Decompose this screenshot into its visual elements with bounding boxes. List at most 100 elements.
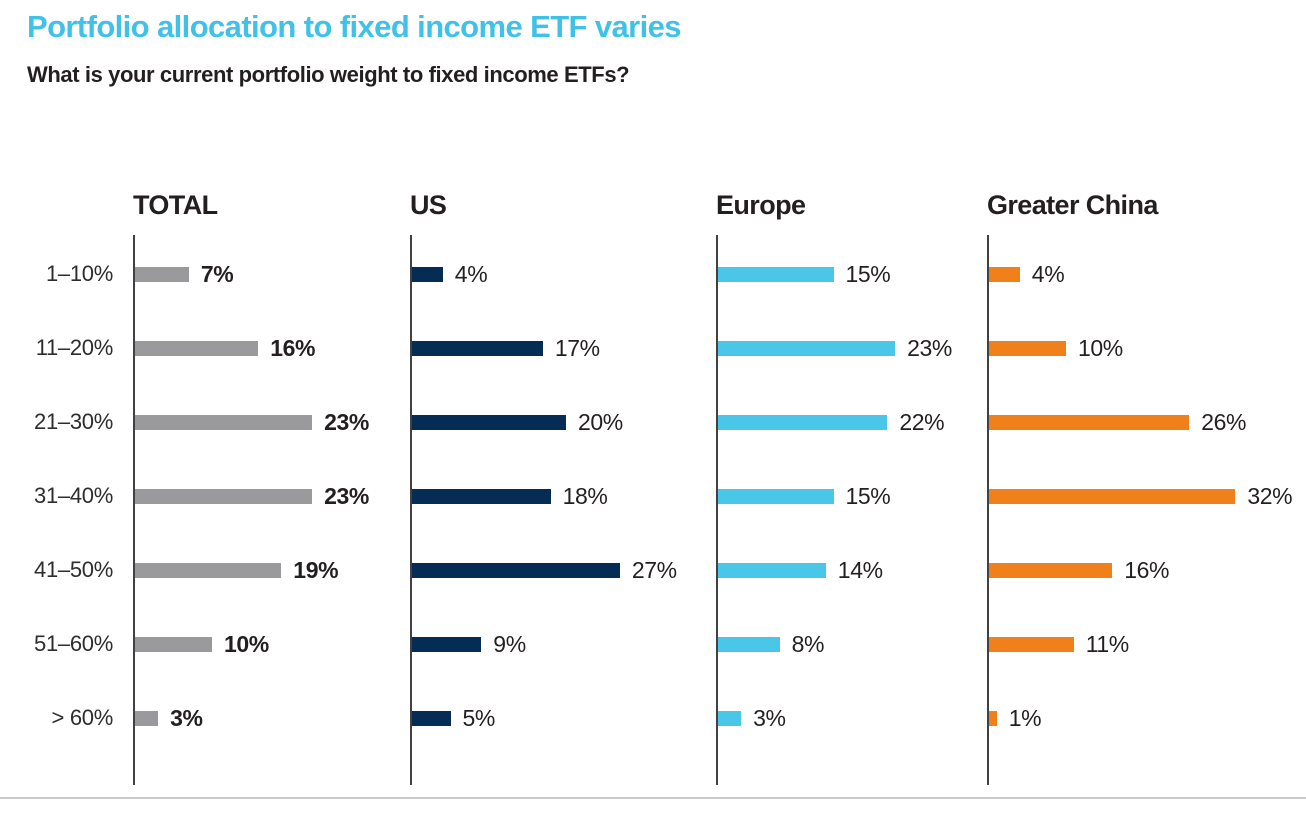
bar-row: 14%: [718, 533, 987, 607]
bar: [135, 266, 189, 282]
bar: [718, 562, 826, 578]
bar-value-label: 1%: [1008, 704, 1042, 731]
bar-value-label: 15%: [845, 260, 891, 287]
category-row: > 60%: [0, 681, 114, 755]
bar-row: 26%: [989, 385, 1306, 459]
chart-question: What is your current portfolio weight to…: [27, 62, 630, 87]
bar-row: 23%: [718, 311, 987, 385]
category-label: 21–30%: [34, 409, 113, 434]
page-title: Portfolio allocation to fixed income ETF…: [27, 9, 682, 44]
bar: [412, 340, 543, 356]
bar: [135, 710, 159, 726]
bar: [412, 710, 451, 726]
bar-row: 18%: [412, 459, 716, 533]
bar: [718, 488, 834, 504]
bar-row: 16%: [135, 311, 410, 385]
bar-row: 10%: [989, 311, 1306, 385]
category-labels-column: 1–10% 11–20% 21–30% 31–40% 41–50% 51–60% > 60%: [0, 190, 133, 785]
bar-row: 23%: [135, 385, 410, 459]
bar: [412, 636, 482, 652]
chart-column-greater-china: Greater China 4% 10% 26% 32% 16% 11% 1%: [987, 190, 1306, 785]
bar: [718, 710, 742, 726]
bar: [989, 414, 1190, 430]
bar-value-label: 23%: [324, 482, 369, 509]
bar-row: 1%: [989, 681, 1306, 755]
bar-value-label: 15%: [845, 482, 891, 509]
bar: [135, 636, 212, 652]
bar-value-label: 17%: [554, 334, 600, 361]
bar-value-label: 14%: [837, 556, 883, 583]
bar-value-label: 5%: [462, 704, 496, 731]
bar-value-label: 3%: [170, 704, 203, 731]
bar: [135, 340, 259, 356]
bar-value-label: 23%: [324, 408, 369, 435]
bar: [989, 266, 1020, 282]
report-page: Portfolio allocation to fixed income ETF…: [0, 10, 1306, 818]
category-labels-plot: 1–10% 11–20% 21–30% 31–40% 41–50% 51–60% > 60%: [0, 235, 113, 785]
category-label: > 60%: [51, 705, 114, 730]
bar: [412, 488, 551, 504]
bar-row: 4%: [412, 237, 716, 311]
bar: [989, 340, 1066, 356]
column-header-greater-china: Greater China: [987, 190, 1158, 220]
bar: [718, 266, 834, 282]
bar-value-label: 32%: [1247, 482, 1293, 509]
chart-column-europe: Europe 15% 23% 22% 15% 14% 8% 3%: [716, 190, 987, 785]
bar-row: 19%: [135, 533, 410, 607]
bar-value-label: 11%: [1085, 630, 1130, 657]
bar: [989, 636, 1074, 652]
bar: [412, 266, 443, 282]
bar: [412, 414, 566, 430]
column-header-us: US: [410, 190, 447, 220]
bar-value-label: 27%: [631, 556, 677, 583]
bar-value-label: 22%: [899, 408, 945, 435]
bar: [989, 488, 1236, 504]
bar-row: 32%: [989, 459, 1306, 533]
bottom-rule: [0, 797, 1306, 799]
bar-value-label: 19%: [293, 556, 339, 583]
bar: [989, 562, 1113, 578]
bar-value-label: 4%: [1031, 260, 1065, 287]
category-row: 21–30%: [0, 385, 113, 459]
category-label: 1–10%: [45, 261, 113, 286]
bar: [135, 414, 313, 430]
column-header-europe: Europe: [716, 190, 806, 220]
category-row: 1–10%: [0, 237, 113, 311]
bar-value-label: 8%: [791, 630, 825, 657]
bar-value-label: 16%: [270, 334, 316, 361]
bar-row: 16%: [989, 533, 1306, 607]
chart-column-us: US 4% 17% 20% 18% 27% 9% 5%: [410, 190, 716, 785]
bar: [989, 710, 997, 726]
chart-column-total: TOTAL 7% 16% 23% 23% 19% 10% 3%: [133, 190, 410, 785]
bar-value-label: 10%: [224, 630, 269, 657]
plot-area-europe: 15% 23% 22% 15% 14% 8% 3%: [716, 235, 987, 785]
plot-area-greater-china: 4% 10% 26% 32% 16% 11% 1%: [987, 235, 1306, 785]
category-row: 41–50%: [0, 533, 113, 607]
category-label: 51–60%: [34, 631, 113, 656]
category-label: 11–20%: [35, 335, 114, 360]
bar-value-label: 4%: [454, 260, 488, 287]
bar-row: 11%: [989, 607, 1306, 681]
bar: [412, 562, 620, 578]
bar-row: 7%: [135, 237, 410, 311]
bar-value-label: 20%: [578, 408, 623, 435]
bar-value-label: 9%: [493, 630, 526, 657]
category-row: 31–40%: [0, 459, 113, 533]
bar-row: 15%: [718, 459, 987, 533]
plot-area-total: 7% 16% 23% 23% 19% 10% 3%: [133, 235, 410, 785]
header-spacer: [0, 190, 113, 235]
bar-row: 5%: [412, 681, 716, 755]
category-label: 31–40%: [34, 483, 113, 508]
bar-row: 8%: [718, 607, 987, 681]
bar-value-label: 7%: [200, 260, 234, 287]
bar-value-label: 10%: [1078, 334, 1123, 361]
bar-row: 3%: [718, 681, 987, 755]
bar-value-label: 18%: [562, 482, 608, 509]
bar-row: 27%: [412, 533, 716, 607]
bar: [718, 340, 896, 356]
bar-row: 3%: [135, 681, 410, 755]
column-header-total: TOTAL: [133, 190, 218, 220]
bar: [718, 414, 888, 430]
bar-row: 4%: [989, 237, 1306, 311]
category-row: 11–20%: [0, 311, 114, 385]
